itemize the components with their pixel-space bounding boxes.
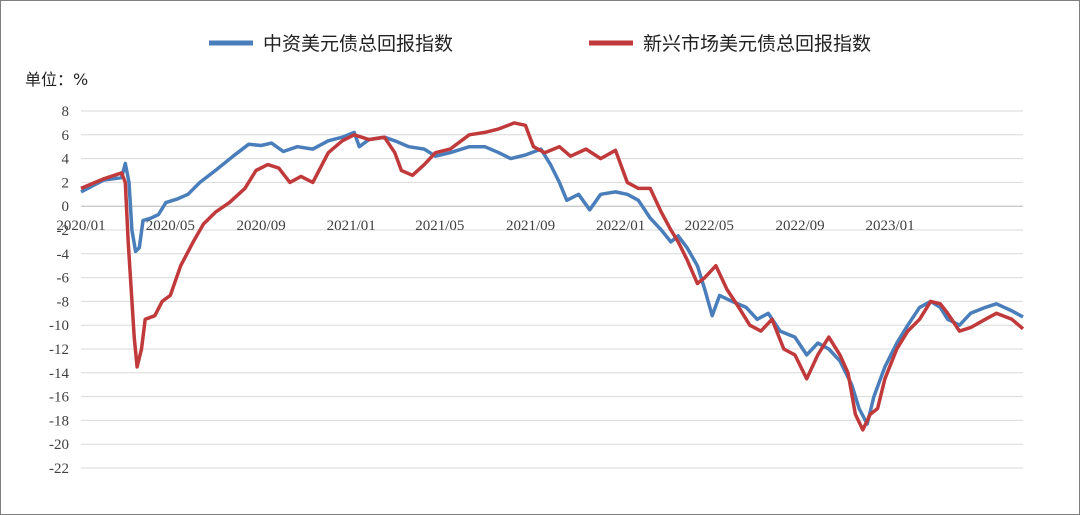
y-tick-label: -8: [57, 294, 70, 310]
y-tick-label: -4: [57, 247, 70, 263]
x-tick-label: 2020/01: [56, 218, 105, 234]
x-tick-label: 2022/05: [685, 218, 734, 234]
y-tick-label: 8: [62, 104, 70, 120]
series-line-1: [80, 130, 1024, 426]
x-tick-label: 2022/01: [596, 218, 645, 234]
y-tick-label: -16: [49, 390, 69, 406]
y-tick-label: -2: [57, 223, 70, 239]
x-tick-label: 2022/09: [775, 218, 824, 234]
y-tick-label: -6: [57, 271, 70, 287]
unit-label: 单位：%: [25, 70, 88, 89]
x-tick-label: 2020/05: [146, 218, 195, 234]
y-tick-label: 4: [62, 152, 70, 168]
series-lines: [80, 121, 1025, 432]
y-tick-label: 2: [62, 175, 70, 191]
legend: 中资美元债总回报指数 新兴市场美元债总回报指数: [209, 33, 871, 55]
y-tick-label: -20: [49, 437, 69, 453]
x-tick-label: 2021/01: [327, 218, 376, 234]
x-tick-label: 2020/09: [237, 218, 286, 234]
legend-label-1: 中资美元债总回报指数: [263, 33, 453, 55]
y-tick-label: 0: [62, 199, 70, 215]
series-line-2: [80, 121, 1025, 432]
x-tick-label: 2023/01: [866, 218, 915, 234]
y-tick-label: -22: [49, 461, 69, 477]
y-tick-label: -10: [49, 318, 69, 334]
legend-label-2: 新兴市场美元债总回报指数: [643, 33, 871, 55]
y-axis-tick-labels: 8 6 4 2 0 -2 -4 -6 -8 -10 -12 -14 -16 -18 -20 -22: [49, 104, 70, 477]
y-tick-label: -14: [49, 366, 69, 382]
x-axis-tick-labels: 2020/01 2020/05 2020/09 2021/01 2021/05 2021/…: [56, 218, 914, 234]
y-tick-label: 6: [62, 128, 70, 144]
x-tick-label: 2021/05: [415, 218, 464, 234]
x-tick-label: 2021/09: [506, 218, 555, 234]
y-tick-label: -12: [49, 342, 69, 358]
y-tick-label: -18: [49, 413, 69, 429]
